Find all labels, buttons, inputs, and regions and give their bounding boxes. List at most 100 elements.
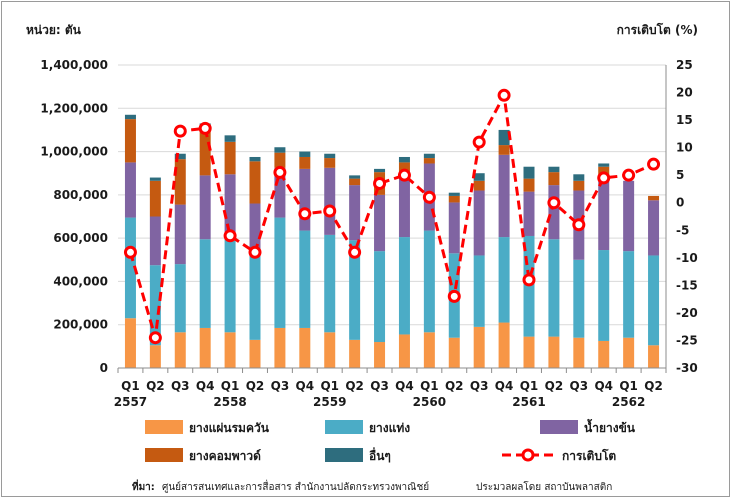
source-credit: ประมวลผลโดย สถาบันพลาสติก (476, 480, 612, 493)
bar-segment (573, 337, 585, 368)
bar-segment (249, 339, 261, 368)
bar-segment (299, 156, 311, 169)
bar-segment (349, 240, 361, 340)
bar-segment (249, 203, 261, 257)
right-tick-label: -30 (676, 361, 698, 375)
bar-segment (224, 332, 236, 368)
bar-segment (648, 345, 660, 368)
bar-segment (349, 175, 361, 179)
legend-swatch (540, 420, 578, 434)
left-tick-label: 200,000 (53, 318, 108, 332)
growth-point (647, 157, 661, 171)
bar-segment (349, 339, 361, 368)
bar-segment (299, 151, 311, 157)
left-tick-label: 1,000,000 (40, 145, 108, 159)
bar-segment (423, 332, 435, 368)
bar-segment (124, 318, 136, 368)
right-tick-label: 0 (676, 196, 684, 210)
category-label: Q2 (545, 379, 564, 393)
growth-point (148, 331, 162, 345)
bar-segment (473, 255, 485, 327)
growth-point (248, 245, 262, 259)
growth-point (522, 273, 536, 287)
legend-label: ยางแผ่นรมควัน (189, 421, 270, 435)
bar-segment (573, 259, 585, 338)
bar-segment (299, 168, 311, 231)
bar-segment (448, 195, 460, 203)
bar-segment (523, 336, 535, 368)
left-tick-label: 1,400,000 (40, 58, 108, 72)
bar-segment (523, 166, 535, 179)
growth-point (497, 88, 511, 102)
category-label: Q1 (619, 379, 638, 393)
category-label: Q1 (121, 379, 140, 393)
bar-segment (174, 264, 186, 333)
category-label: Q3 (370, 379, 389, 393)
bar-segment (374, 251, 386, 343)
bar-segment (299, 230, 311, 328)
category-label: Q1 (520, 379, 539, 393)
bar-segment (349, 178, 361, 186)
bar-segment (174, 153, 186, 160)
bar-segment (149, 216, 161, 266)
bar-segment (598, 250, 610, 341)
right-axis-unit: การเติบโต (%) (617, 22, 698, 37)
bar-segment (374, 342, 386, 368)
category-label: Q4 (196, 379, 215, 393)
category-label: Q1 (221, 379, 240, 393)
bar-segment (498, 129, 510, 146)
category-label: Q2 (246, 379, 265, 393)
year-label: 2560 (413, 395, 446, 409)
stacked-bars (124, 114, 660, 368)
bar-segment (648, 195, 660, 201)
source-text: ศูนย์สารสนเทศและการสื่อสาร สำนักงานปลัดก… (162, 479, 429, 493)
bar-segment (174, 332, 186, 368)
bar-segment (124, 114, 136, 120)
left-axis-unit: หน่วย: ตัน (26, 23, 82, 37)
growth-point (422, 190, 436, 204)
source-note: ที่มา: ศูนย์สารสนเทศและการสื่อสาร สำนักง… (132, 479, 612, 493)
right-tick-label: 5 (676, 168, 684, 182)
growth-point (397, 168, 411, 182)
bar-segment (174, 159, 186, 205)
legend-swatch (325, 448, 363, 462)
left-tick-label: 1,200,000 (40, 101, 108, 115)
bar-segment (149, 265, 161, 346)
bar-segment (149, 177, 161, 181)
category-label: Q1 (420, 379, 439, 393)
bar-segment (548, 166, 560, 173)
year-label: 2559 (313, 395, 346, 409)
bar-segment (199, 327, 211, 368)
category-label: Q3 (271, 379, 290, 393)
bar-segment (548, 172, 560, 186)
bar-segment (498, 237, 510, 323)
bar-segment (149, 180, 161, 217)
category-label: Q2 (644, 379, 663, 393)
growth-point (622, 168, 636, 182)
legend-label: ยางแท่ง (369, 421, 410, 435)
bar-segment (623, 180, 635, 252)
year-label: 2561 (512, 395, 545, 409)
bar-segment (324, 332, 336, 368)
bar-segment (448, 202, 460, 254)
bar-segment (573, 174, 585, 181)
category-label: Q1 (320, 379, 339, 393)
bar-segment (349, 185, 361, 241)
bar-segment (498, 145, 510, 155)
bar-segment (124, 119, 136, 163)
growth-line (123, 88, 661, 345)
bar-segment (648, 200, 660, 256)
bar-segment (374, 168, 386, 173)
bar-segment (274, 327, 286, 368)
bar-segment (199, 175, 211, 240)
category-label: Q2 (345, 379, 364, 393)
bar-segment (174, 204, 186, 265)
bar-segment (398, 334, 410, 368)
bar-segment (548, 336, 560, 368)
bar-segment (523, 191, 535, 236)
bar-segment (274, 147, 286, 153)
legend-label: ยางคอมพาวด์ (189, 449, 261, 463)
bar-segment (423, 230, 435, 333)
bar-segment (324, 167, 336, 235)
left-tick-label: 400,000 (53, 274, 108, 288)
